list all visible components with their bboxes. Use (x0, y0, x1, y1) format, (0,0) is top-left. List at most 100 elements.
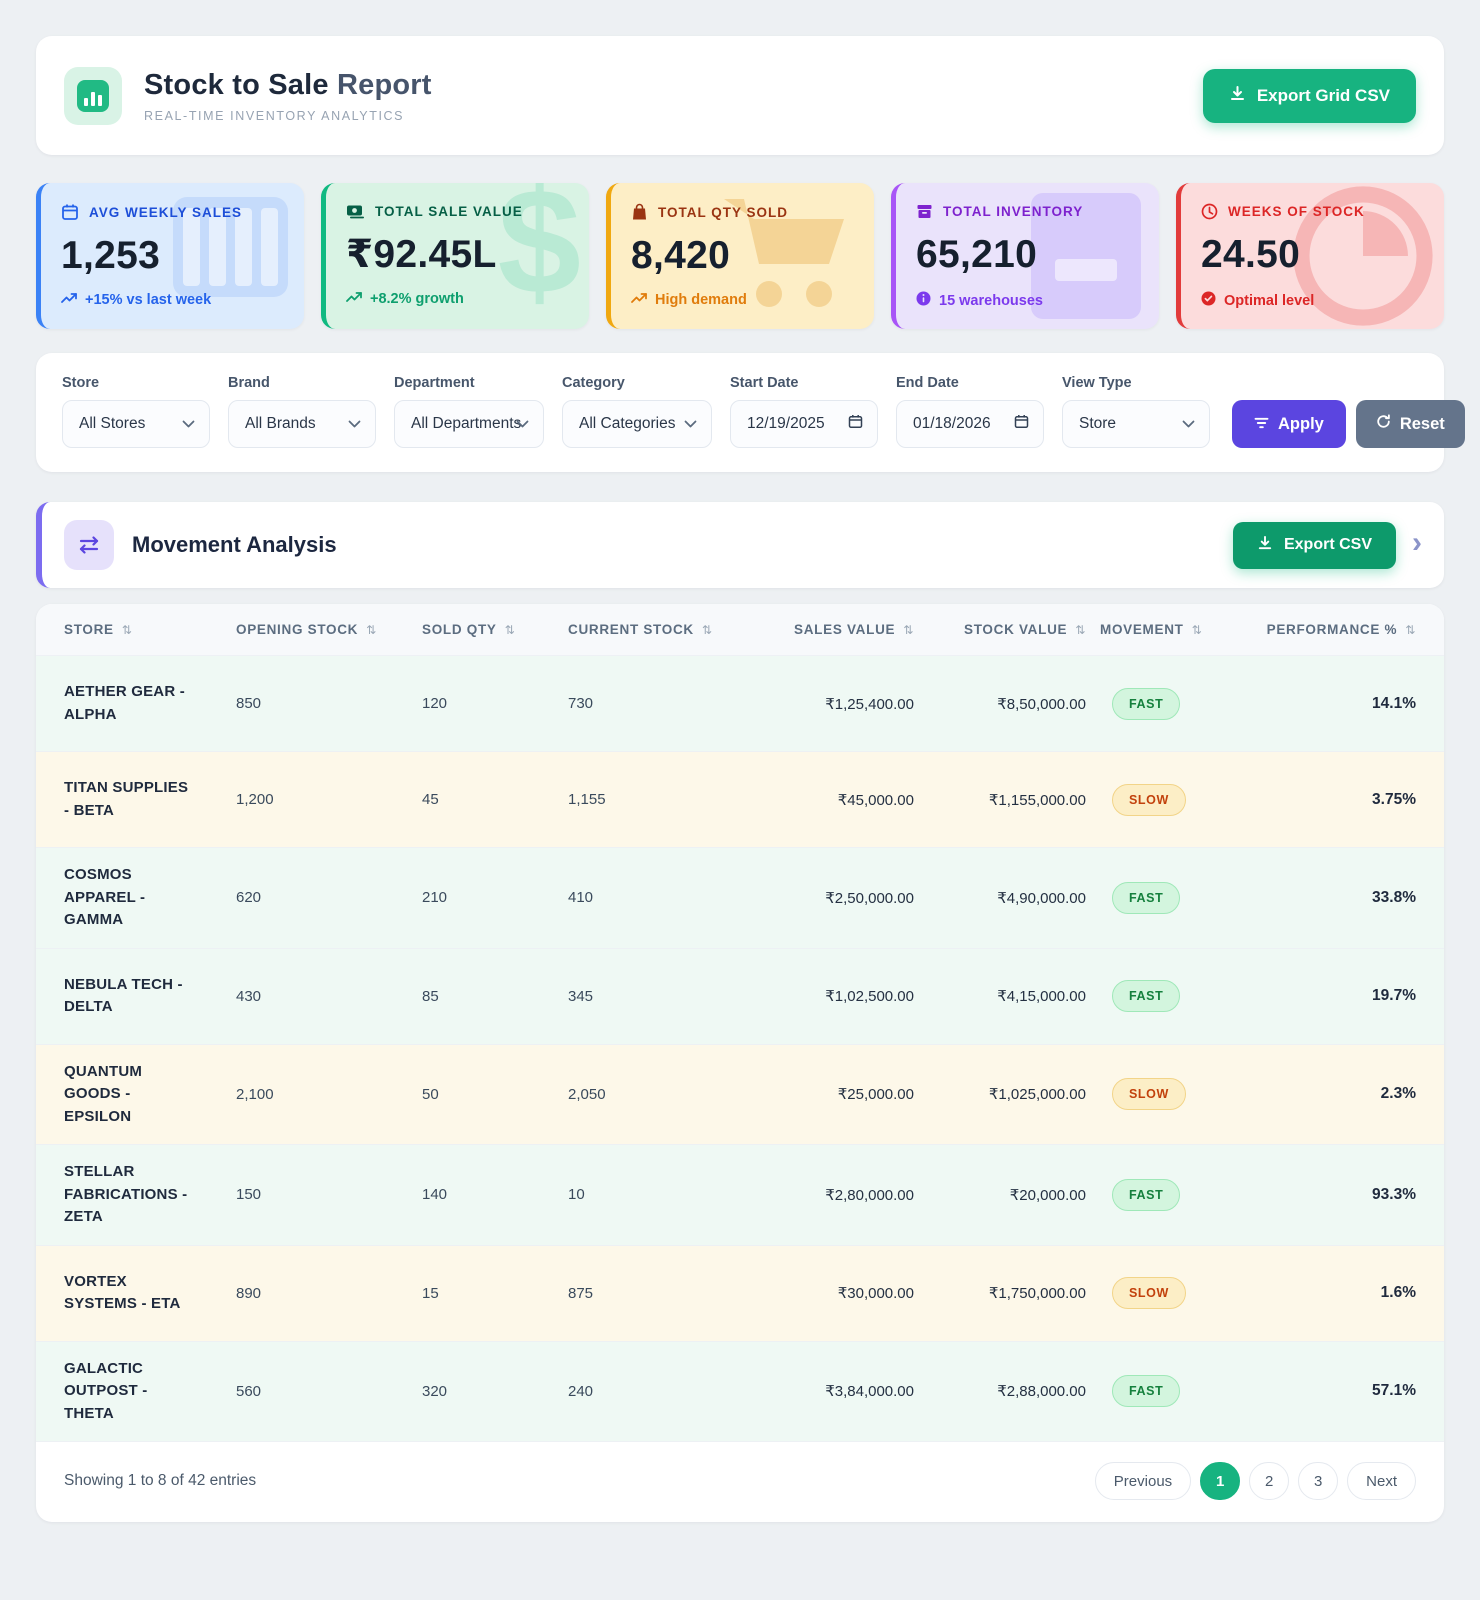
end-date-label: End Date (896, 375, 959, 391)
page-button-2[interactable]: 2 (1249, 1462, 1290, 1500)
stat-label: AVG WEEKLY SALES (89, 204, 243, 220)
stock-to-sale-dashboard: Stock to Sale Report REAL-TIME INVENTORY… (36, 36, 1465, 1522)
info-icon (916, 291, 931, 310)
sold-qty-cell: 320 (422, 1382, 448, 1400)
table-row[interactable]: GALACTIC OUTPOST - THETA 560 320 240 ₹3,… (36, 1341, 1444, 1442)
previous-page-button[interactable]: Previous (1094, 1462, 1192, 1500)
reset-button[interactable]: Reset (1355, 400, 1465, 448)
start-date-label: Start Date (730, 375, 799, 391)
column-label: SALES VALUE (794, 622, 896, 637)
stat-card-avg-weekly-sales: AVG WEEKLY SALES 1,253 +15% vs last week (36, 183, 304, 329)
sales-value-cell: ₹2,50,000.00 (825, 889, 914, 907)
table-row[interactable]: QUANTUM GOODS - EPSILON 2,100 50 2,050 ₹… (36, 1044, 1444, 1145)
entries-summary: Showing 1 to 8 of 42 entries (64, 1472, 257, 1489)
stat-subtext: Optimal level (1224, 292, 1315, 309)
stat-label: WEEKS OF STOCK (1228, 204, 1365, 219)
trending-up-icon (346, 291, 362, 307)
stat-value: 24.50 (1201, 233, 1301, 276)
stat-label: TOTAL INVENTORY (943, 204, 1084, 219)
chevron-right-icon[interactable]: › (1412, 526, 1422, 559)
check-circle-icon (1201, 291, 1216, 310)
end-date-input[interactable]: 01/18/2026 (896, 400, 1044, 448)
sales-value-cell: ₹1,25,400.00 (825, 695, 914, 713)
column-header-performance[interactable]: PERFORMANCE % ⇅ (1244, 622, 1416, 637)
performance-cell: 57.1% (1372, 1382, 1416, 1400)
performance-cell: 33.8% (1372, 888, 1416, 906)
column-label: STOCK VALUE (964, 622, 1068, 637)
store-select[interactable]: All Stores (62, 400, 210, 448)
current-stock-cell: 875 (568, 1284, 594, 1302)
department-select-value: All Departments (411, 415, 522, 432)
start-date-input[interactable]: 12/19/2025 (730, 400, 878, 448)
apply-button[interactable]: Apply (1232, 400, 1346, 448)
view-type-select[interactable]: Store (1062, 400, 1210, 448)
opening-stock-cell: 890 (236, 1284, 262, 1302)
reset-button-label: Reset (1399, 414, 1445, 433)
store-name-cell: QUANTUM GOODS - EPSILON (64, 1062, 143, 1125)
view-type-value: Store (1079, 415, 1117, 432)
filter-icon (1254, 415, 1269, 434)
stock-value-cell: ₹1,025,000.00 (988, 1086, 1086, 1104)
column-header-current-stock[interactable]: CURRENT STOCK ⇅ (568, 622, 746, 637)
box-watermark-decoration (1031, 193, 1141, 319)
sold-qty-cell: 210 (422, 889, 448, 907)
table-row[interactable]: NEBULA TECH - DELTA 430 85 345 ₹1,02,500… (36, 948, 1444, 1045)
stat-cards-row: AVG WEEKLY SALES 1,253 +15% vs last week… (36, 183, 1444, 329)
sales-value-cell: ₹25,000.00 (837, 1086, 914, 1104)
stat-card-total-sale-value: $ TOTAL SALE VALUE ₹92.45L +8.2% growth (321, 183, 589, 329)
opening-stock-cell: 150 (236, 1186, 262, 1204)
stat-card-total-qty-sold: TOTAL QTY SOLD 8,420 High demand (606, 183, 874, 329)
current-stock-cell: 730 (568, 695, 594, 712)
performance-cell: 14.1% (1372, 694, 1416, 712)
table-row[interactable]: AETHER GEAR - ALPHA 850 120 730 ₹1,25,40… (36, 656, 1444, 752)
sales-value-cell: ₹2,80,000.00 (825, 1186, 914, 1204)
movement-badge: FAST (1112, 1375, 1181, 1408)
table-row[interactable]: STELLAR FABRICATIONS - ZETA 150 140 10 ₹… (36, 1145, 1444, 1246)
column-header-opening-stock[interactable]: OPENING STOCK ⇅ (236, 622, 422, 637)
opening-stock-cell: 430 (236, 987, 262, 1005)
store-filter-label: Store (62, 375, 100, 391)
department-select[interactable]: All Departments (394, 400, 544, 448)
brand-select[interactable]: All Brands (228, 400, 376, 448)
stock-value-cell: ₹1,155,000.00 (988, 791, 1086, 809)
performance-cell: 3.75% (1372, 790, 1416, 808)
performance-cell: 1.6% (1380, 1284, 1416, 1301)
column-header-sales-value[interactable]: SALES VALUE ⇅ (746, 622, 914, 637)
table-row[interactable]: COSMOS APPAREL - GAMMA 620 210 410 ₹2,50… (36, 848, 1444, 949)
movement-badge: FAST (1112, 687, 1181, 720)
export-csv-button[interactable]: Export CSV (1232, 521, 1396, 569)
column-header-sold-qty[interactable]: SOLD QTY ⇅ (422, 622, 568, 637)
column-label: SOLD QTY (422, 622, 497, 637)
table-row[interactable]: VORTEX SYSTEMS - ETA 890 15 875 ₹30,000.… (36, 1245, 1444, 1342)
sold-qty-cell: 45 (422, 791, 439, 808)
page-button-1[interactable]: 1 (1200, 1462, 1241, 1500)
column-header-movement[interactable]: MOVEMENT ⇅ (1086, 622, 1244, 637)
category-select[interactable]: All Categories (562, 400, 712, 448)
column-header-store[interactable]: STORE ⇅ (64, 622, 236, 637)
next-page-button[interactable]: Next (1347, 1462, 1416, 1500)
stat-value: 8,420 (631, 234, 731, 277)
sort-icon: ⇅ (903, 622, 914, 637)
stat-card-total-inventory: TOTAL INVENTORY 65,210 15 warehouses (891, 183, 1159, 329)
sales-value-cell: ₹45,000.00 (837, 791, 914, 809)
chevron-down-icon (1182, 415, 1195, 433)
current-stock-cell: 1,155 (568, 791, 606, 808)
sort-icon: ⇅ (366, 622, 377, 637)
view-type-label: View Type (1062, 375, 1132, 391)
sold-qty-cell: 15 (422, 1284, 439, 1302)
stock-value-cell: ₹4,15,000.00 (997, 988, 1086, 1005)
column-label: MOVEMENT (1100, 622, 1184, 637)
export-grid-csv-button[interactable]: Export Grid CSV (1202, 68, 1416, 123)
stock-value-cell: ₹1,750,000.00 (988, 1285, 1086, 1302)
sold-qty-cell: 50 (422, 1085, 439, 1103)
clock-icon (1201, 203, 1218, 220)
stat-subtext: +15% vs last week (85, 292, 212, 308)
page-button-3[interactable]: 3 (1298, 1462, 1339, 1500)
sort-icon: ⇅ (1191, 622, 1203, 637)
opening-stock-cell: 1,200 (236, 791, 274, 808)
performance-cell: 19.7% (1372, 987, 1416, 1004)
column-header-stock-value[interactable]: STOCK VALUE ⇅ (914, 622, 1086, 637)
stock-value-cell: ₹4,90,000.00 (997, 889, 1086, 907)
table-row[interactable]: TITAN SUPPLIES - BETA 1,200 45 1,155 ₹45… (36, 752, 1444, 848)
end-date-value: 01/18/2026 (913, 415, 991, 432)
